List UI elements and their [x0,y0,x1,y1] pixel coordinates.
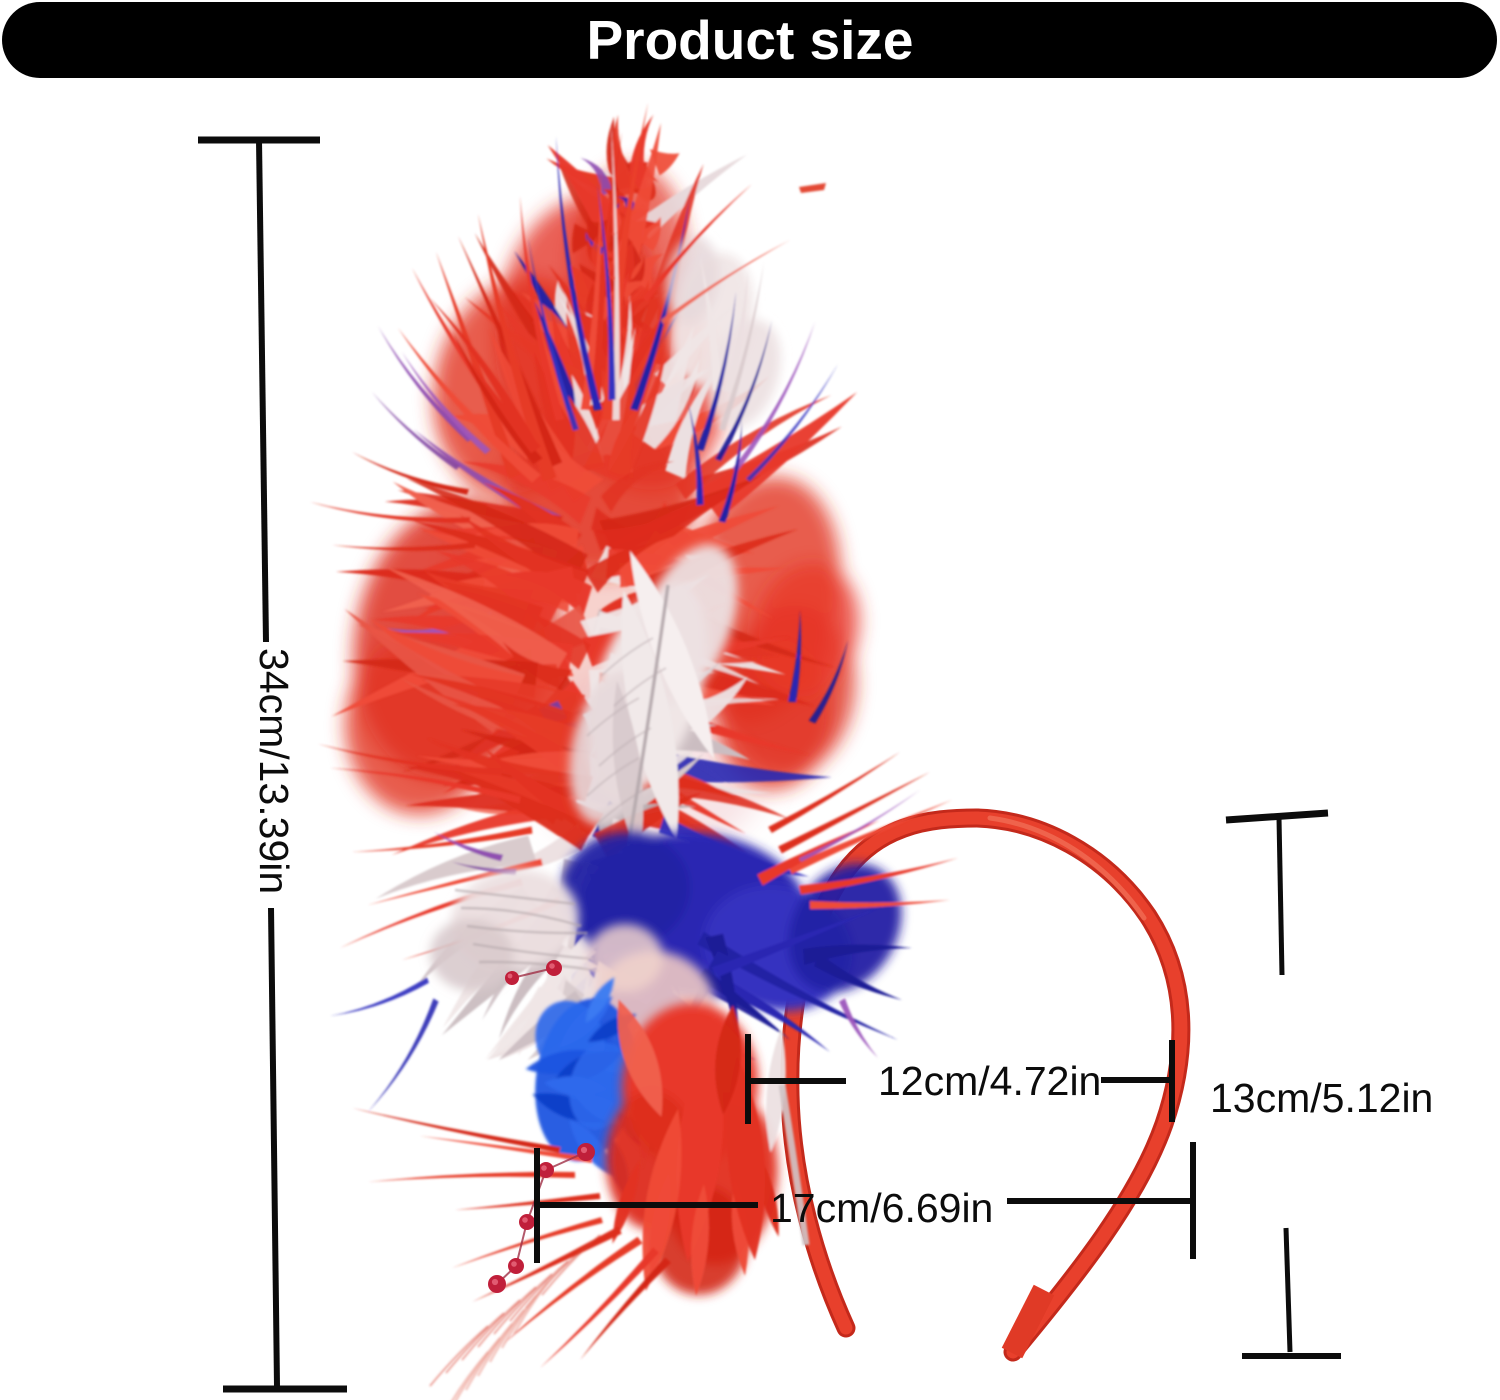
svg-text:13cm/5.12in: 13cm/5.12in [1210,1075,1433,1121]
svg-text:34cm/13.39in: 34cm/13.39in [251,648,297,894]
svg-text:17cm/6.69in: 17cm/6.69in [770,1185,993,1231]
svg-text:Product size: Product size [586,9,913,71]
svg-text:12cm/4.72in: 12cm/4.72in [878,1058,1101,1104]
